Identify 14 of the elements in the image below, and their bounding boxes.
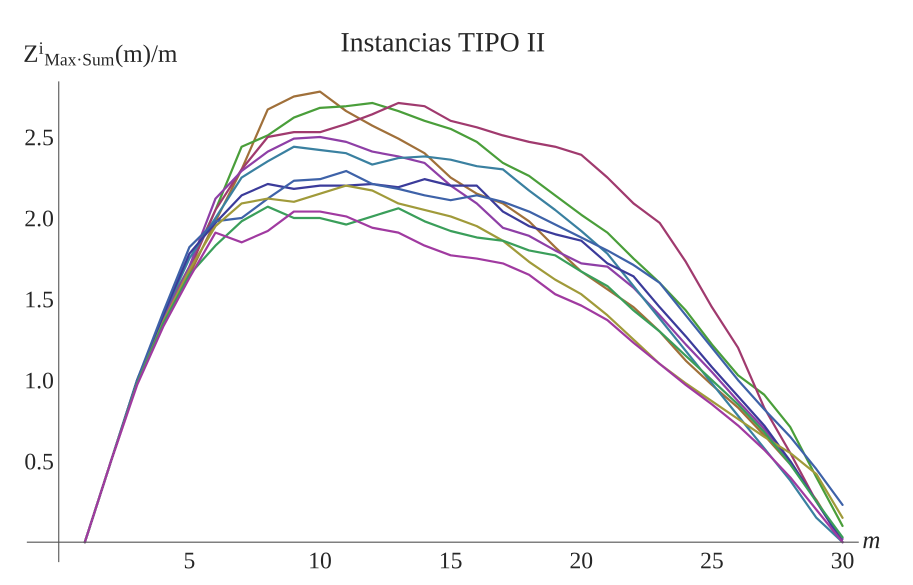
x-tick-label: 25 [701, 552, 723, 568]
y-axis-title: Z$^{i}$$_{Max·Sum}$(m)/m [24, 42, 178, 68]
x-tick-label: 15 [440, 552, 462, 568]
y-tick-label: 0.5 [25, 454, 53, 470]
y-tick-label: 1.0 [26, 372, 53, 389]
y-tick-label: 2.0 [25, 210, 53, 227]
x-axis-title: m [863, 536, 880, 548]
chart-title: Instancias TIPO II [341, 32, 544, 52]
x-tick-label: 5 [184, 552, 194, 568]
y-tick-label: 2.5 [25, 130, 53, 146]
y-tick-label: 1.5 [26, 292, 53, 308]
x-tick-label: 20 [570, 552, 592, 568]
x-tick-label: 10 [310, 552, 331, 568]
x-tick-label: 30 [832, 552, 854, 568]
